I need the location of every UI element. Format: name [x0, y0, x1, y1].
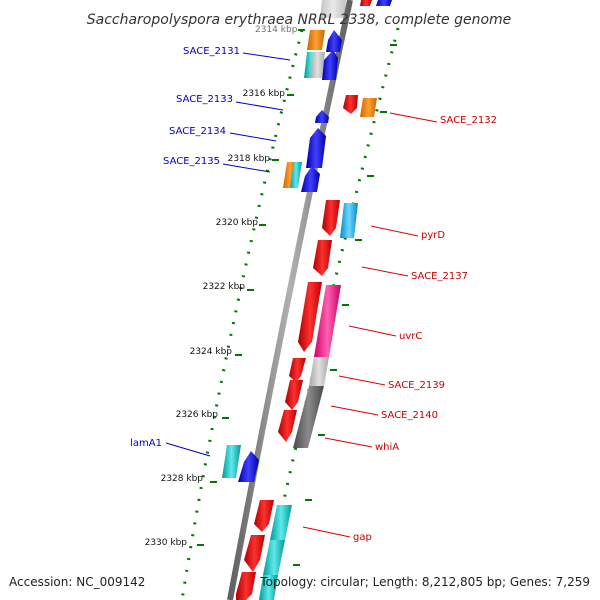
gene-label-sace-2132[interactable]: SACE_2132 [440, 115, 497, 126]
gene-red-pyrd [322, 200, 340, 236]
gene-darkgray-2140 [293, 386, 324, 448]
gene-red-whia [278, 410, 297, 442]
gene-blue-2134 [306, 128, 326, 168]
gene-red-uvrc [298, 282, 322, 352]
gene-label-gap[interactable]: gap [353, 532, 372, 543]
kbp-label: 2320 kbp [216, 218, 259, 228]
gene-label-sace-2134[interactable]: SACE_2134 [169, 126, 226, 137]
gene-label-pyrd[interactable]: pyrD [421, 230, 445, 241]
gene-red-2132 [343, 95, 358, 114]
kbp-label: 2322 kbp [203, 282, 246, 292]
gene-blue-2133 [315, 110, 329, 123]
gene-blue-lama1 [238, 451, 259, 482]
right-leader-lines [302, 112, 438, 538]
gene-faded-top [320, 0, 346, 18]
gene-cyan-2135 [290, 162, 302, 188]
gene-label-sace-2140[interactable]: SACE_2140 [381, 410, 438, 421]
gene-red-2140 [285, 380, 303, 410]
gene-blue-2131a [326, 30, 342, 52]
gene-label-sace-2139[interactable]: SACE_2139 [388, 380, 445, 391]
genome-title: Saccharopolyspora erythraea NRRL 2338, c… [87, 12, 512, 28]
kbp-label: 2318 kbp [228, 154, 271, 164]
gene-red-gap-a [254, 500, 274, 532]
kbp-label: 2328 kbp [161, 474, 204, 484]
gene-red-gap-b [244, 535, 265, 572]
gene-magenta-uvrc [314, 285, 341, 357]
kbp-label: 2316 kbp [243, 89, 286, 99]
gene-orange-2132 [360, 98, 377, 117]
gene-cyan-lama1 [222, 445, 241, 478]
gene-features [222, 0, 392, 600]
gene-label-lama1[interactable]: lamA1 [130, 438, 162, 449]
inner-tick-marks [197, 29, 305, 546]
left-gene-labels: SACE_2131 SACE_2133 SACE_2134 SACE_2135 … [130, 46, 240, 449]
gene-red-2137 [313, 240, 332, 276]
gene-label-sace-2131[interactable]: SACE_2131 [183, 46, 240, 57]
gene-red-2139 [289, 358, 306, 382]
gene-cyan-gap-c [259, 575, 278, 600]
right-gene-labels: SACE_2132 pyrD SACE_2137 uvrC SACE_2139 … [353, 115, 497, 543]
kbp-label: 2314 kbp [255, 25, 298, 35]
genome-backbone [227, 0, 353, 600]
gene-cyan-gap-a [270, 505, 292, 540]
gene-lightgray-2139 [309, 357, 329, 386]
gene-blue-2135 [301, 166, 320, 192]
gene-red-gap-c [236, 572, 256, 600]
gene-gray-2131 [310, 52, 325, 78]
gene-orange-2131a [307, 30, 325, 50]
kbp-label: 2324 kbp [190, 347, 233, 357]
gene-top-blue [376, 0, 392, 6]
gene-sky-pyrd [340, 203, 358, 238]
left-leader-lines [165, 52, 291, 457]
kbp-label: 2330 kbp [145, 538, 188, 548]
accession-text: Accession: NC_009142 [9, 575, 145, 589]
gene-label-whia[interactable]: whiA [375, 442, 399, 453]
kbp-labels: 2314 kbp 2316 kbp 2318 kbp 2320 kbp 2322… [145, 25, 298, 548]
topology-text: Topology: circular; Length: 8,212,805 bp… [259, 575, 590, 589]
inner-scale-track [180, 29, 304, 600]
kbp-label: 2326 kbp [176, 410, 219, 420]
gene-top-red [360, 0, 372, 6]
gene-label-sace-2137[interactable]: SACE_2137 [411, 271, 468, 282]
gene-cyan-gap-b [263, 540, 285, 575]
gene-blue-2131b [322, 50, 338, 80]
gene-label-sace-2133[interactable]: SACE_2133 [176, 94, 233, 105]
outer-tick-marks [293, 44, 397, 566]
gene-label-uvrc[interactable]: uvrC [399, 331, 422, 342]
gene-label-sace-2135[interactable]: SACE_2135 [163, 156, 220, 167]
